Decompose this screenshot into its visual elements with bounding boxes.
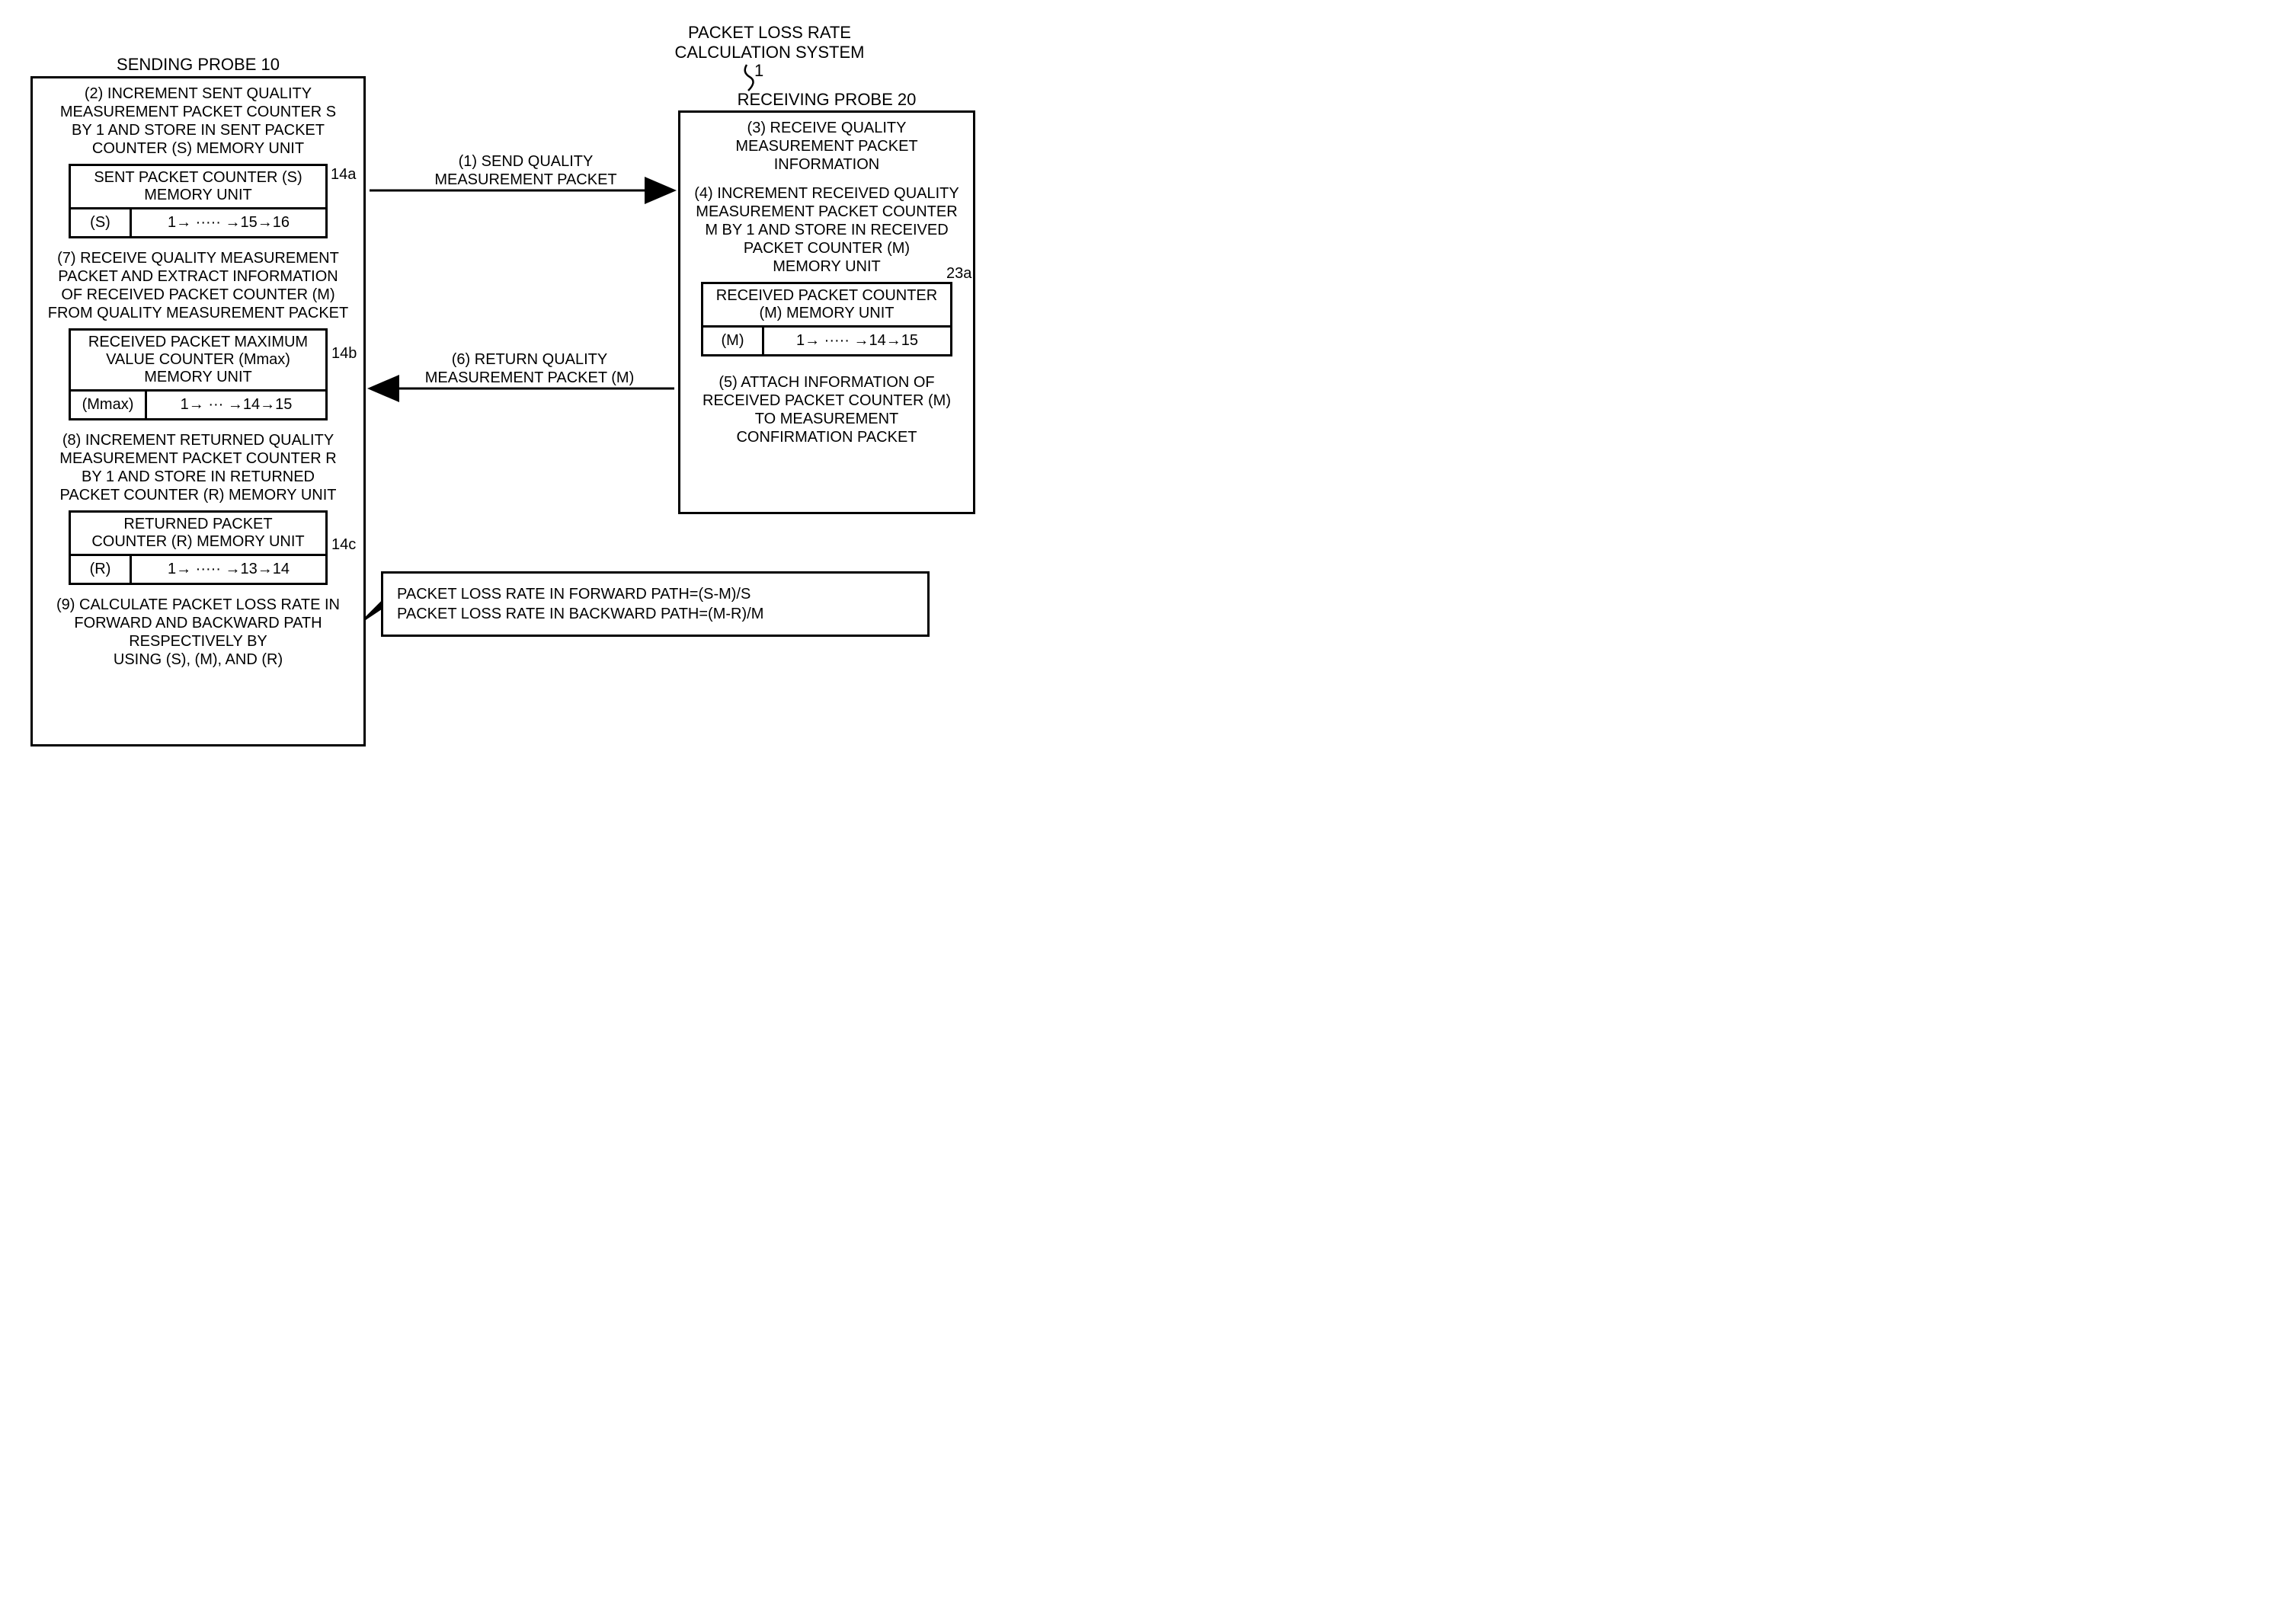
mem-mmax-value: 1→ ··· →14→15 — [147, 392, 325, 418]
arrow-return-label: (6) RETURN QUALITY MEASUREMENT PACKET (M… — [404, 350, 655, 387]
mem-m: RECEIVED PACKET COUNTER (M) MEMORY UNIT … — [701, 282, 952, 356]
ref-14b: 14b — [331, 345, 357, 363]
mem-r: RETURNED PACKET COUNTER (R) MEMORY UNIT … — [69, 510, 328, 585]
step-7: (7) RECEIVE QUALITY MEASUREMENT PACKET A… — [33, 246, 363, 325]
step-4: (4) INCREMENT RECEIVED QUALITY MEASUREME… — [680, 181, 973, 279]
ref-14c: 14c — [331, 536, 356, 554]
step-8: (8) INCREMENT RETURNED QUALITY MEASUREME… — [33, 428, 363, 507]
mem-s-header: SENT PACKET COUNTER (S) MEMORY UNIT — [71, 166, 325, 209]
sending-probe-title: SENDING PROBE 10 — [30, 55, 366, 75]
ref-23a: 23a — [946, 265, 971, 283]
step-2: (2) INCREMENT SENT QUALITY MEASUREMENT P… — [33, 82, 363, 161]
mem-mmax-label: (Mmax) — [71, 392, 147, 418]
receiving-probe-title: RECEIVING PROBE 20 — [678, 90, 975, 110]
step-5: (5) ATTACH INFORMATION OF RECEIVED PACKE… — [680, 370, 973, 449]
mem-m-label: (M) — [703, 328, 764, 354]
ref-14a: 14a — [331, 166, 356, 184]
callout-box: PACKET LOSS RATE IN FORWARD PATH=(S-M)/S… — [381, 571, 930, 637]
mem-r-header: RETURNED PACKET COUNTER (R) MEMORY UNIT — [71, 513, 325, 556]
mem-s-label: (S) — [71, 209, 132, 236]
system-ref-number: 1 — [754, 61, 763, 80]
callout-line2: PACKET LOSS RATE IN BACKWARD PATH=(M-R)/… — [397, 604, 914, 624]
system-label-text: PACKET LOSS RATE CALCULATION SYSTEM — [675, 23, 865, 62]
sending-probe-box: (2) INCREMENT SENT QUALITY MEASUREMENT P… — [30, 76, 366, 746]
mem-mmax: RECEIVED PACKET MAXIMUM VALUE COUNTER (M… — [69, 328, 328, 420]
mem-s-value: 1→ ····· →15→16 — [132, 209, 325, 236]
callout-line1: PACKET LOSS RATE IN FORWARD PATH=(S-M)/S — [397, 584, 914, 604]
mem-s: SENT PACKET COUNTER (S) MEMORY UNIT (S) … — [69, 164, 328, 238]
diagram-canvas: PACKET LOSS RATE CALCULATION SYSTEM 1 SE… — [23, 23, 1090, 785]
mem-m-value: 1→ ····· →14→15 — [764, 328, 950, 354]
mem-m-header: RECEIVED PACKET COUNTER (M) MEMORY UNIT — [703, 284, 950, 328]
step-3: (3) RECEIVE QUALITY MEASUREMENT PACKET I… — [680, 116, 973, 177]
arrow-send-label: (1) SEND QUALITY MEASUREMENT PACKET — [411, 152, 640, 189]
receiving-probe-box: (3) RECEIVE QUALITY MEASUREMENT PACKET I… — [678, 110, 975, 514]
step-9: (9) CALCULATE PACKET LOSS RATE IN FORWAR… — [33, 593, 363, 672]
mem-r-label: (R) — [71, 556, 132, 583]
mem-r-value: 1→ ····· →13→14 — [132, 556, 325, 583]
mem-mmax-header: RECEIVED PACKET MAXIMUM VALUE COUNTER (M… — [71, 331, 325, 392]
system-label: PACKET LOSS RATE CALCULATION SYSTEM — [671, 23, 869, 63]
